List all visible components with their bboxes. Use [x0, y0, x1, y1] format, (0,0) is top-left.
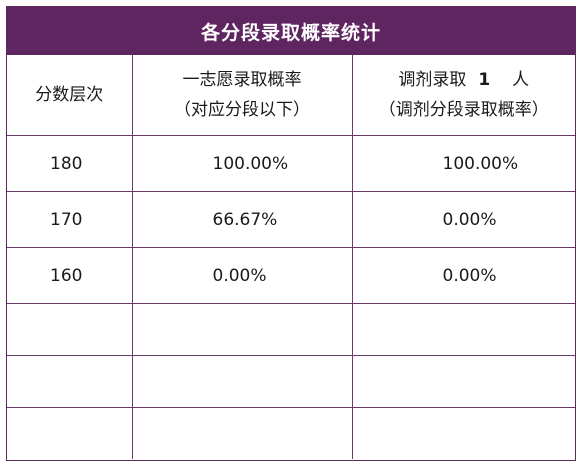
score-cell: 160	[7, 247, 133, 304]
empty-cell	[132, 355, 353, 408]
header-first-choice-label: 一志愿录取概率	[182, 70, 302, 90]
admission-probability-table: 各分段录取概率统计 分数层次 一志愿录取概率 （对应分段以下） 调剂录取 1 人 （…	[6, 6, 576, 461]
table-row: 160 0.00% 0.00%	[7, 247, 575, 304]
adjust-cell: 0.00%	[352, 191, 575, 248]
score-cell: 170	[7, 191, 133, 248]
empty-cell	[132, 303, 353, 356]
empty-row	[7, 355, 575, 408]
header-score-label: 分数层次	[35, 85, 104, 105]
first-choice-cell: 100.00%	[132, 135, 353, 192]
adjust-cell: 100.00%	[352, 135, 575, 192]
adjust-cell: 0.00%	[352, 247, 575, 304]
empty-row	[7, 303, 575, 356]
table-row: 170 66.67% 0.00%	[7, 191, 575, 248]
first-choice-cell: 0.00%	[132, 247, 353, 304]
score-cell: 180	[7, 135, 133, 192]
header-adjust: 调剂录取 1 人 （调剂分段录取概率）	[352, 55, 575, 136]
header-adjust-note: （调剂分段录取概率）	[378, 100, 549, 120]
table-row: 180 100.00% 100.00%	[7, 135, 575, 192]
empty-cell	[352, 355, 575, 408]
header-score: 分数层次	[7, 55, 133, 136]
header-first-choice: 一志愿录取概率 （对应分段以下）	[132, 55, 353, 136]
header-adjust-count: 1	[478, 70, 491, 90]
empty-cell	[352, 303, 575, 356]
table-title: 各分段录取概率统计	[7, 7, 575, 55]
empty-cell	[7, 303, 133, 356]
header-adjust-prefix: 调剂录取	[398, 70, 467, 90]
empty-cell	[132, 407, 353, 459]
probability-grid: 分数层次 一志愿录取概率 （对应分段以下） 调剂录取 1 人 （调剂分段录取概率） …	[7, 55, 575, 459]
header-first-choice-note: （对应分段以下）	[174, 100, 310, 120]
first-choice-cell: 66.67%	[132, 191, 353, 248]
empty-row	[7, 407, 575, 460]
header-row: 分数层次 一志愿录取概率 （对应分段以下） 调剂录取 1 人 （调剂分段录取概率）	[7, 55, 575, 136]
empty-cell	[7, 355, 133, 408]
empty-cell	[7, 407, 133, 459]
header-adjust-label: 调剂录取 1 人	[353, 65, 576, 95]
empty-cell	[352, 408, 575, 460]
header-adjust-suffix: 人	[512, 70, 530, 90]
